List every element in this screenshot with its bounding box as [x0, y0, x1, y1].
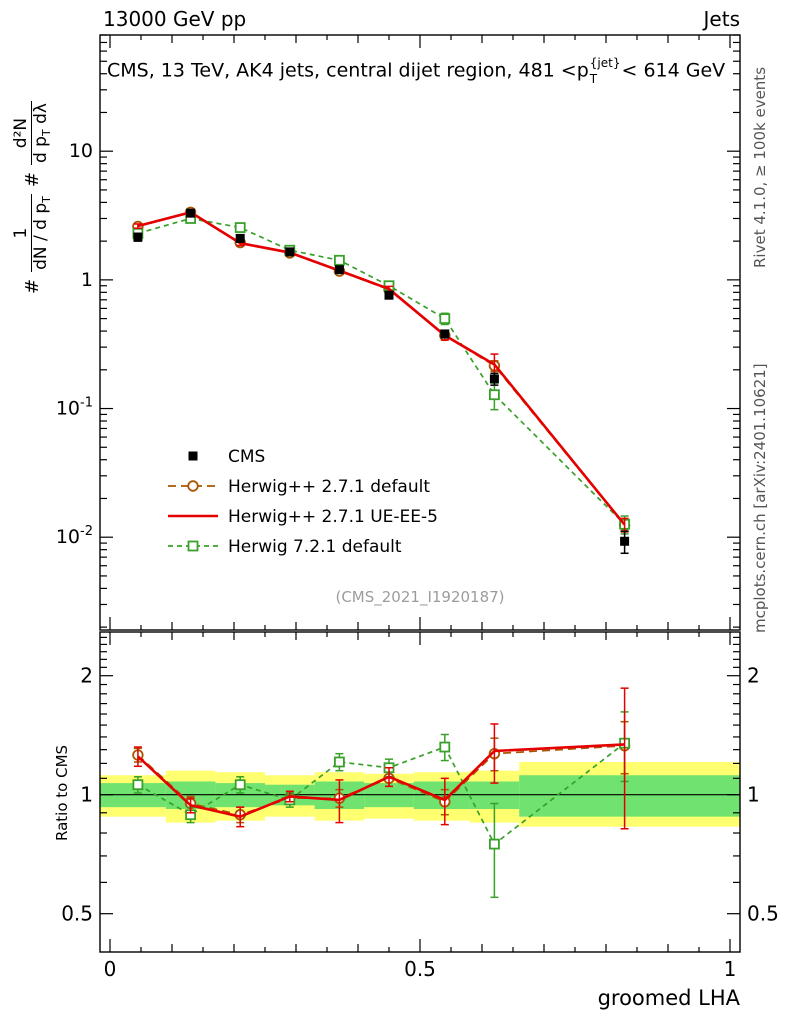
analysis-category-label: Jets	[703, 7, 740, 31]
plot-title-text-end: < 614 GeV	[621, 59, 726, 82]
hash-symbol: #	[21, 278, 43, 294]
ratio-y-tick-label-right: 0.5	[747, 902, 779, 926]
legend-label: Herwig++ 2.7.1 UE-EE-5	[228, 507, 438, 527]
hash-symbol: #	[21, 172, 43, 188]
rivet-version-label: Rivet 4.1.0, ≥ 100k events	[751, 66, 769, 268]
legend-label: Herwig++ 2.7.1 default	[228, 477, 430, 497]
series-cms-main	[133, 208, 630, 555]
series-herwig-2-7-1-ue-ee-5-ratio	[133, 687, 629, 830]
legend-item-cms: CMS	[188, 447, 265, 467]
main-y-axis-label: # 1 dN / d pT # d²N d pT dλ	[11, 101, 53, 294]
legend-label: CMS	[228, 447, 265, 467]
plot-title: CMS, 13 TeV, AK4 jets, central dijet reg…	[107, 56, 726, 86]
x-tick-label: 0	[104, 957, 117, 981]
analysis-id-watermark: (CMS_2021_I1920187)	[335, 588, 505, 606]
legend-label: Herwig 7.2.1 default	[228, 537, 402, 557]
green-band-bin	[519, 775, 740, 817]
observable-fraction: d²N d pT dλ	[11, 101, 53, 166]
legend-item-herwig-2-7-1-ue-ee-5: Herwig++ 2.7.1 UE-EE-5	[168, 507, 438, 527]
legend-item-herwig-7-2-1-default: Herwig 7.2.1 default	[168, 537, 402, 557]
plot-title-text: CMS, 13 TeV, AK4 jets, central dijet reg…	[107, 59, 589, 82]
pt-jet-subscript: T	[589, 72, 598, 86]
ratio-y-axis-label: Ratio to CMS	[53, 744, 71, 841]
axes-frames-and-ticks: 0 0.5 1 10-2 10-1 1 10 0.5 0.5 1 1 2 2	[56, 34, 779, 981]
data-series	[132, 206, 631, 899]
x-tick-label: 0.5	[404, 957, 436, 981]
legend-item-herwig-2-7-1-default: Herwig++ 2.7.1 default	[168, 477, 430, 497]
pt-jet-superscript: {jet}	[589, 56, 621, 70]
pt-jet-supsub: {jet} T	[589, 56, 621, 86]
legend: CMS Herwig++ 2.7.1 default Herwig++ 2.7.1 …	[168, 447, 438, 557]
x-tick-label: 1	[724, 957, 737, 981]
beam-energy-label: 13000 GeV pp	[103, 7, 247, 31]
ratio-y-tick-label-right: 2	[747, 664, 760, 688]
mcplots-arxiv-label: mcplots.cern.ch [arXiv:2401.10621]	[751, 363, 769, 633]
main-y-tick-label: 10-1	[56, 396, 93, 420]
ratio-y-tick-label-right: 1	[747, 783, 760, 807]
main-y-tick-label: 1	[81, 269, 93, 291]
ratio-y-tick-label-left: 2	[80, 664, 93, 688]
main-y-tick-label: 10-2	[56, 524, 93, 548]
normalization-fraction: 1 dN / d pT	[11, 194, 53, 272]
ratio-y-tick-label-left: 1	[80, 783, 93, 807]
main-y-tick-label: 10	[69, 140, 93, 162]
ratio-y-tick-label-left: 0.5	[61, 902, 93, 926]
x-axis-label: groomed LHA	[597, 986, 740, 1010]
